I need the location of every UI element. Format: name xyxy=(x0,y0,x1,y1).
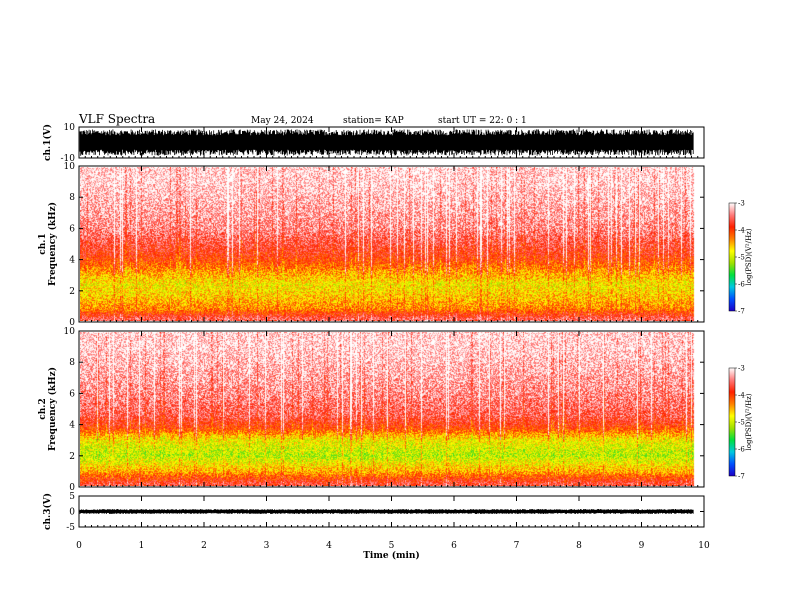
ch3-waveform-ylabel: ch.3(V) xyxy=(42,493,53,530)
ch1-waveform-trace xyxy=(79,129,694,156)
time-tick-label: 6 xyxy=(451,541,457,551)
ch3-waveform-tick-label: 5 xyxy=(69,492,75,502)
colorbar-tick-label: -3 xyxy=(738,365,745,373)
station-label: station= KAP xyxy=(343,116,404,126)
colorbar-tick-label: -6 xyxy=(738,446,745,454)
ch2-spectrogram-tick-label: 2 xyxy=(69,452,75,462)
ch2-spectrogram-ylabel: ch.2 xyxy=(38,398,48,419)
time-axis: 0 1 2 3 4 5 6 7 8 9 10 Time (min) xyxy=(76,541,710,561)
ch1-waveform-tick-label: 10 xyxy=(64,123,76,133)
ch1-colorbar: -3 -4 -5 -6 -7 log(PSD)(V²/Hz) xyxy=(728,200,753,316)
colorbar-tick-label: -4 xyxy=(738,227,745,235)
ch2-spectrogram-tick-label: 10 xyxy=(64,327,76,337)
ch1-waveform-tick-label: -10 xyxy=(61,154,76,164)
ch2-colorbar: -3 -4 -5 -6 -7 log(PSD)(V²/Hz) xyxy=(728,365,753,481)
ch1-spectrogram-tick-label: 6 xyxy=(69,224,75,234)
colorbar-tick-label: -6 xyxy=(738,281,745,289)
time-tick-label: 3 xyxy=(264,541,270,551)
time-tick-label: 7 xyxy=(514,541,520,551)
time-tick-label: 8 xyxy=(576,541,582,551)
time-axis-label: Time (min) xyxy=(363,550,420,561)
ch1-waveform-ylabel: ch.1(V) xyxy=(42,124,53,161)
ch3-waveform-tick-label: 0 xyxy=(69,508,75,518)
time-tick-label: 10 xyxy=(698,541,710,551)
ch1-spectrogram-panel: 0 2 4 6 8 10 ch.1 Frequency (kHz) xyxy=(38,162,705,328)
time-tick-label: 1 xyxy=(139,541,145,551)
time-tick-label: 0 xyxy=(76,541,82,551)
figure-title: VLF Spectra xyxy=(78,112,155,126)
ch2-spectrogram-image xyxy=(80,332,703,486)
ch2-spectrogram-tick-label: 0 xyxy=(69,483,75,493)
ch1-spectrogram-image xyxy=(80,167,703,321)
colorbar-tick-label: -7 xyxy=(738,308,745,316)
time-tick-label: 4 xyxy=(326,541,332,551)
colorbar-scale xyxy=(728,367,736,477)
time-tick-label: 2 xyxy=(201,541,207,551)
ch3-waveform-panel: 5 0 -5 ch.3(V) xyxy=(42,492,705,533)
ch2-spectrogram-tick-label: 6 xyxy=(69,389,75,399)
time-tick-label: 5 xyxy=(389,541,395,551)
ch1-spectrogram-tick-label: 0 xyxy=(69,318,75,328)
ch1-waveform-panel: 10 -10 ch.1(V) xyxy=(42,123,705,164)
ch3-waveform-trace xyxy=(79,509,694,514)
colorbar-tick-label: -7 xyxy=(738,473,745,481)
ch2-spectrogram-panel: 0 2 4 6 8 10 ch.2 Frequency (kHz) xyxy=(38,327,705,493)
ch2-spectrogram-tick-label: 8 xyxy=(69,358,75,368)
ch1-spectrogram-ylabel: ch.1 xyxy=(38,233,48,254)
colorbar-scale xyxy=(728,202,736,312)
colorbar-tick-label: -5 xyxy=(738,419,745,427)
colorbar-label: log(PSD)(V²/Hz) xyxy=(745,393,753,450)
colorbar-tick-label: -4 xyxy=(738,392,745,400)
ch1-spectrogram-tick-label: 2 xyxy=(69,287,75,297)
colorbar-tick-label: -5 xyxy=(738,254,745,262)
time-tick-label: 9 xyxy=(639,541,645,551)
ch1-spectrogram-tick-label: 10 xyxy=(64,162,76,172)
ch3-waveform-tick-label: -5 xyxy=(66,523,75,533)
ch1-spectrogram-tick-label: 8 xyxy=(69,193,75,203)
ch1-spectrogram-ylabel: Frequency (kHz) xyxy=(47,202,58,286)
date-label: May 24, 2024 xyxy=(251,116,314,126)
colorbar-tick-label: -3 xyxy=(738,200,745,208)
colorbar-label: log(PSD)(V²/Hz) xyxy=(745,228,753,285)
ch1-spectrogram-tick-label: 4 xyxy=(69,256,75,266)
ch2-spectrogram-tick-label: 4 xyxy=(69,421,75,431)
start-time-label: start UT = 22: 0 : 1 xyxy=(438,116,527,126)
ch2-spectrogram-ylabel: Frequency (kHz) xyxy=(47,367,58,451)
